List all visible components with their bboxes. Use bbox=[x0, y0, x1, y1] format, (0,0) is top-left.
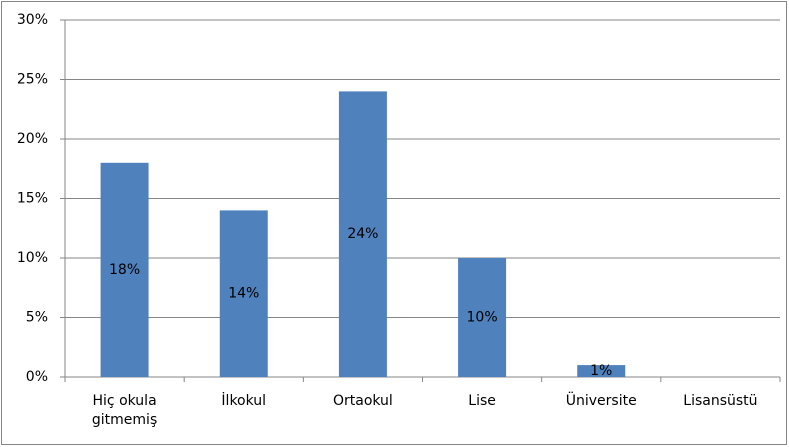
x-tick-label: İlkokul bbox=[221, 393, 267, 409]
bar bbox=[219, 210, 268, 377]
x-tick-label: Hiç okula gitmemiş bbox=[91, 393, 158, 428]
x-tick-label: Ortaokul bbox=[332, 393, 393, 409]
bar bbox=[338, 91, 387, 378]
y-tick-label: 10% bbox=[17, 250, 48, 266]
data-label: 1% bbox=[590, 363, 612, 379]
x-tick-label: Lise bbox=[468, 393, 496, 409]
bar bbox=[577, 365, 626, 377]
x-tick-label: Üniversite bbox=[565, 393, 637, 409]
data-label: 14% bbox=[228, 286, 259, 302]
y-tick-label: 5% bbox=[26, 310, 48, 326]
y-tick-label: 0% bbox=[26, 369, 48, 385]
data-label: 10% bbox=[467, 310, 498, 326]
x-tick-label: Lisansüstü bbox=[683, 393, 758, 409]
bar bbox=[100, 162, 149, 377]
y-tick-label: 15% bbox=[17, 191, 48, 207]
y-tick-label: 25% bbox=[17, 72, 48, 88]
data-label: 24% bbox=[347, 226, 378, 242]
bar bbox=[458, 258, 507, 377]
y-tick-label: 20% bbox=[17, 131, 48, 147]
y-tick-label: 30% bbox=[17, 12, 48, 28]
data-label: 18% bbox=[109, 262, 140, 278]
